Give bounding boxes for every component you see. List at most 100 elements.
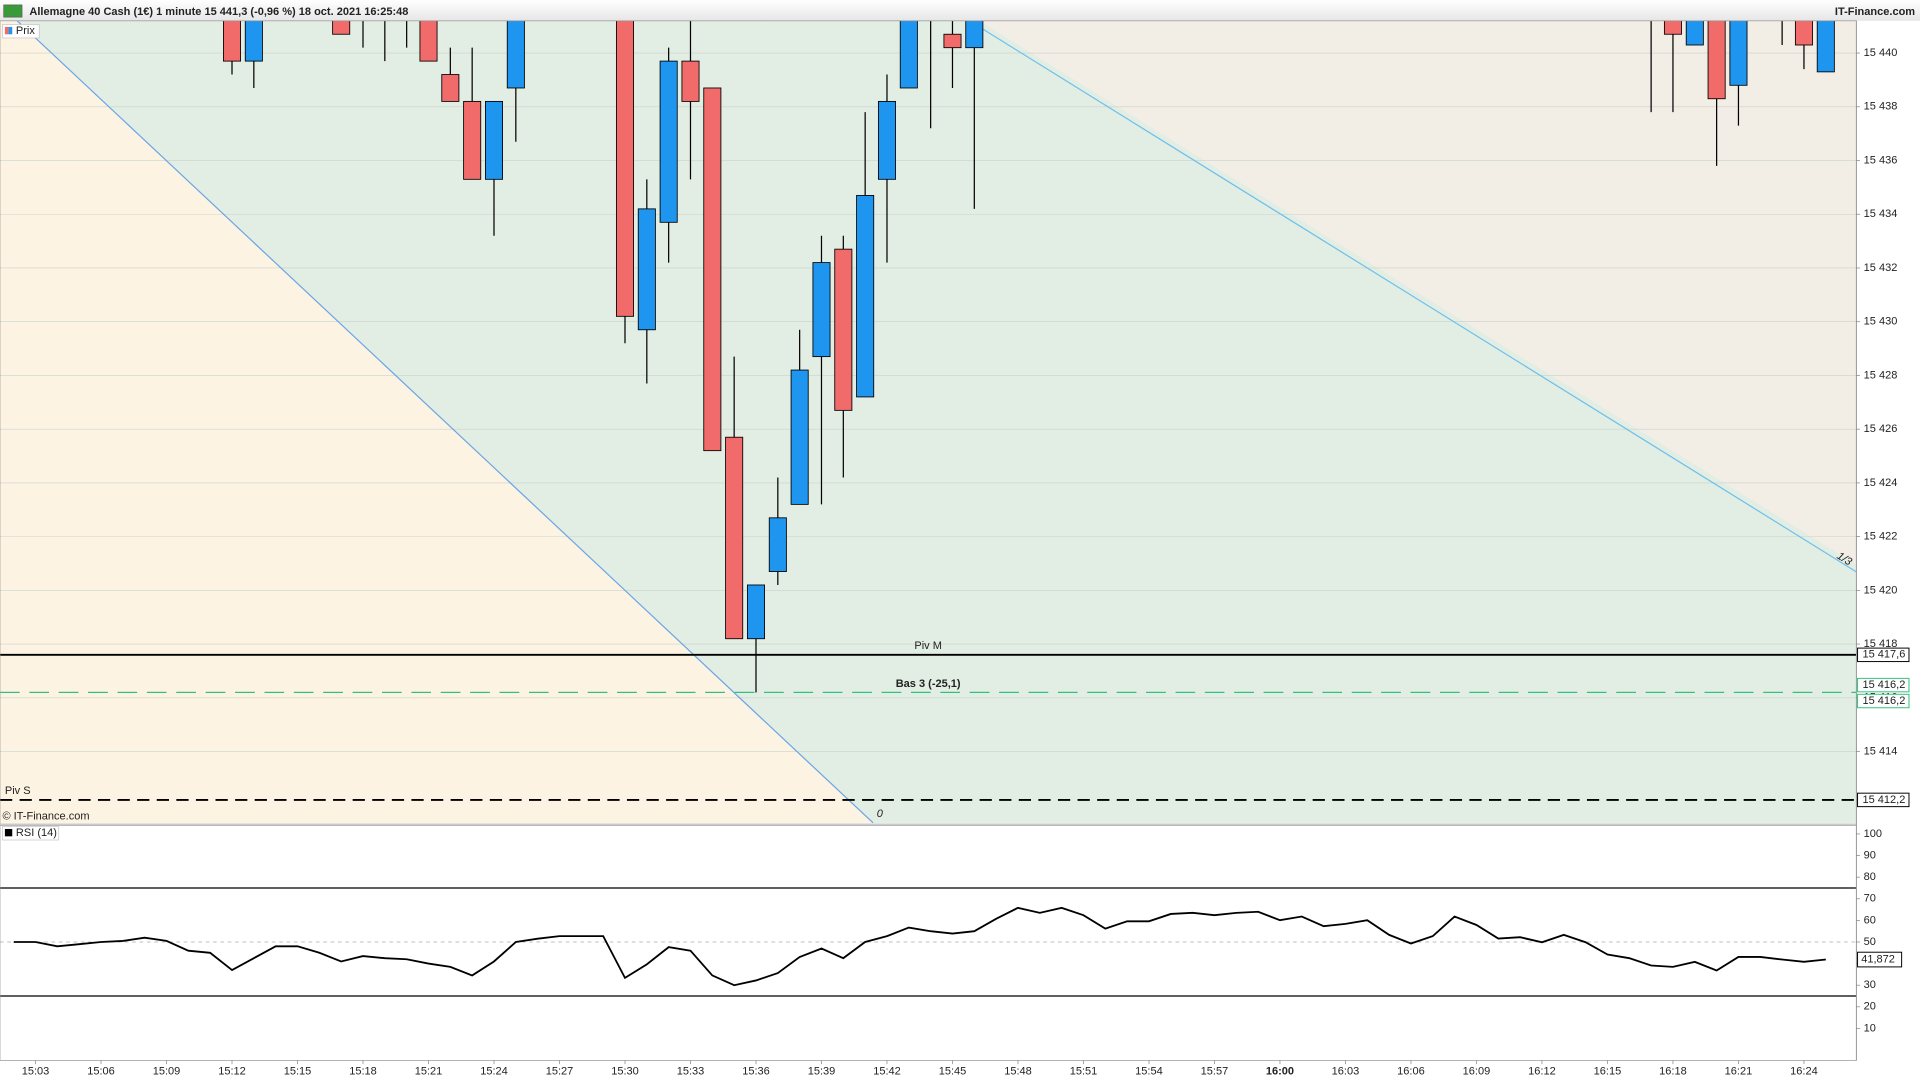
y-tick-label: 15 414 <box>1864 745 1898 757</box>
zone-mid <box>17 20 1857 823</box>
y-tick-label: 15 422 <box>1864 531 1898 543</box>
candle-body <box>463 100 482 180</box>
candle-body <box>681 60 700 102</box>
legend-label: Prix <box>16 25 35 37</box>
candle-body <box>877 100 896 180</box>
y-tick-label: 10 <box>1864 1022 1876 1034</box>
y-tick-label: 70 <box>1864 893 1876 905</box>
candle-body <box>1816 20 1835 73</box>
x-tick-label: 16:24 <box>1790 1065 1818 1077</box>
candle-body <box>725 436 744 640</box>
y-tick-label: 80 <box>1864 871 1876 883</box>
level-value: 15 412,2 <box>1862 794 1905 806</box>
x-tick-label: 15:27 <box>546 1065 574 1077</box>
x-tick-label: 15:54 <box>1135 1065 1163 1077</box>
legend-swatch <box>4 26 9 35</box>
candle-body <box>768 517 787 572</box>
y-tick-label: 15 424 <box>1864 477 1898 489</box>
candle-body <box>419 20 438 62</box>
x-tick-label: 15:09 <box>153 1065 181 1077</box>
y-tick-label: 15 436 <box>1864 154 1898 166</box>
zone-low <box>0 20 874 823</box>
level-box <box>1857 647 1910 663</box>
y-tick-label: 100 <box>1864 828 1882 840</box>
candle-body <box>484 100 503 180</box>
y-tick-label: 60 <box>1864 914 1876 926</box>
candle-body <box>441 74 460 102</box>
x-tick-label: 15:42 <box>873 1065 901 1077</box>
candle-body <box>1707 20 1726 100</box>
level-label: Piv S <box>5 785 31 797</box>
x-tick-label: 15:18 <box>349 1065 377 1077</box>
header-bar <box>0 0 1920 21</box>
level-value: 15 416,2 <box>1862 695 1905 707</box>
y-tick-label: 50 <box>1864 936 1876 948</box>
y-tick-label: 15 426 <box>1864 423 1898 435</box>
candle-body <box>506 20 525 89</box>
fan-label: 0 <box>877 808 884 820</box>
level-label: Piv M <box>914 640 942 652</box>
chart-title: Allemagne 40 Cash (1€) 1 minute 15 441,3… <box>29 6 408 18</box>
candle-body <box>1794 20 1813 46</box>
x-tick-label: 16:15 <box>1594 1065 1622 1077</box>
x-tick-label: 15:03 <box>22 1065 50 1077</box>
rsi-line <box>13 906 1826 987</box>
x-tick-label: 16:06 <box>1397 1065 1425 1077</box>
candle-body <box>856 195 875 398</box>
legend-box <box>2 826 60 841</box>
level-value: 15 416,2 <box>1862 679 1905 691</box>
level-box <box>1857 677 1910 693</box>
y-tick-label: 30 <box>1864 979 1876 991</box>
candle-body <box>1663 20 1682 35</box>
candle-body <box>223 20 242 62</box>
x-tick-label: 16:21 <box>1725 1065 1753 1077</box>
y-tick-label: 15 428 <box>1864 369 1898 381</box>
x-tick-label: 15:06 <box>87 1065 115 1077</box>
candle-body <box>703 87 722 452</box>
candle-body <box>790 369 809 505</box>
level-box <box>1857 693 1910 709</box>
level-box <box>1857 792 1910 808</box>
current-box <box>1857 951 1903 968</box>
candle-body <box>1729 20 1748 86</box>
x-tick-label: 15:33 <box>677 1065 705 1077</box>
x-tick-label: 15:45 <box>939 1065 967 1077</box>
candle-body <box>834 248 853 411</box>
x-tick-label: 15:15 <box>284 1065 312 1077</box>
x-tick-label: 15:48 <box>1004 1065 1032 1077</box>
x-tick-label: 15:24 <box>480 1065 508 1077</box>
y-tick-label: 15 430 <box>1864 316 1898 328</box>
x-tick-label: 16:12 <box>1528 1065 1556 1077</box>
level-label: Bas 3 (-25,1) <box>896 678 961 690</box>
y-tick-label: 15 432 <box>1864 262 1898 274</box>
x-tick-label: 16:03 <box>1332 1065 1360 1077</box>
candle-body <box>965 20 984 49</box>
fan-line <box>16 20 874 824</box>
candle-body <box>615 20 634 317</box>
candle-body <box>332 20 351 35</box>
candle-body <box>1685 20 1704 46</box>
x-tick-label: 15:57 <box>1201 1065 1229 1077</box>
x-tick-label: 15:51 <box>1070 1065 1098 1077</box>
x-tick-label: 16:00 <box>1266 1065 1294 1077</box>
fan-line <box>973 22 1857 573</box>
x-tick-label: 15:21 <box>415 1065 443 1077</box>
y-tick-label: 15 418 <box>1864 638 1898 650</box>
candle-body <box>244 20 263 62</box>
y-tick-label: 15 434 <box>1864 208 1898 220</box>
x-tick-label: 15:36 <box>742 1065 770 1077</box>
y-tick-label: 15 420 <box>1864 584 1898 596</box>
level-value: 15 417,6 <box>1862 649 1905 661</box>
candle-body <box>659 60 678 223</box>
current-label: 41,872 <box>1861 953 1895 965</box>
candle-body <box>899 20 918 89</box>
y-tick-label: 15 440 <box>1864 47 1898 59</box>
x-tick-label: 15:12 <box>218 1065 246 1077</box>
candle-body <box>637 208 656 331</box>
y-tick-label: 15 438 <box>1864 101 1898 113</box>
candle-body <box>943 33 962 49</box>
x-tick-label: 16:09 <box>1463 1065 1491 1077</box>
rsi-panel <box>0 824 1857 1061</box>
zone-high <box>979 20 1857 565</box>
